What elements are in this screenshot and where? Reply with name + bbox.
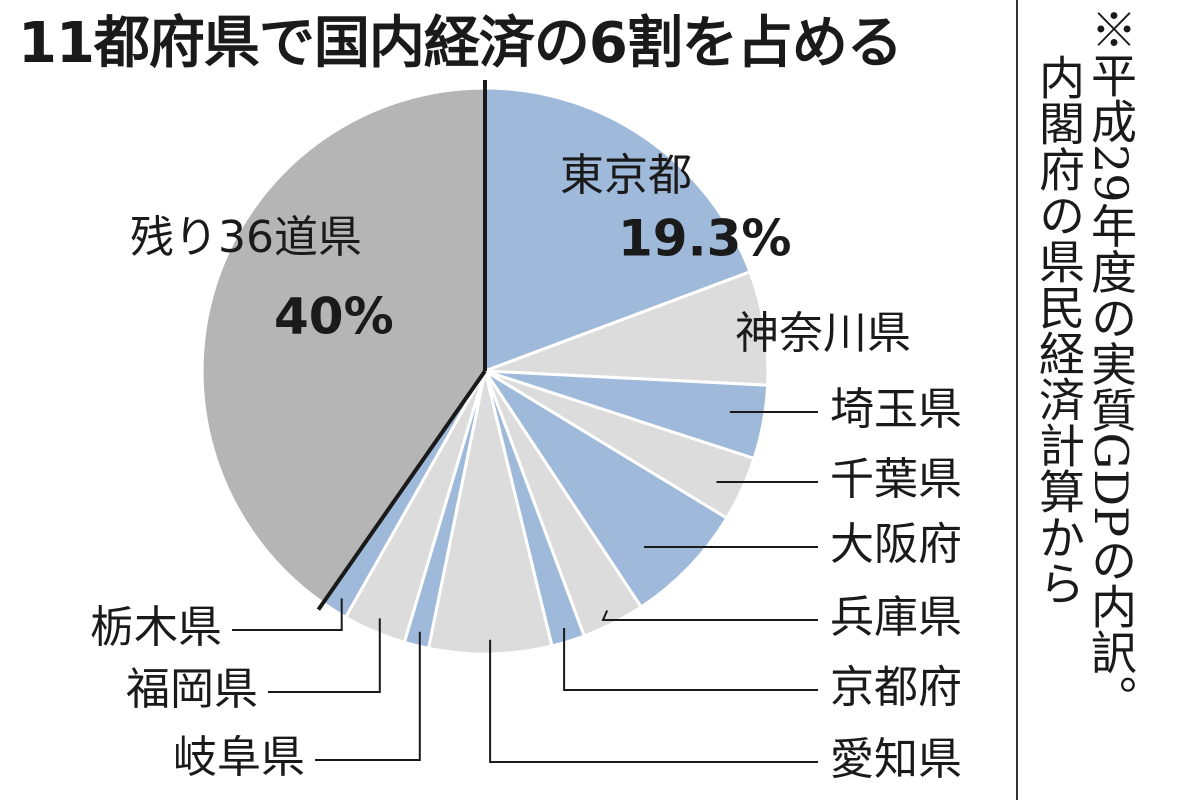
slice-label-0: 東京都	[560, 150, 692, 201]
leader-line-9	[268, 618, 381, 693]
leader-line-6	[563, 628, 818, 691]
slice-value-0: 19.3%	[618, 210, 791, 268]
leader-line-8	[315, 631, 421, 761]
slice-label-3: 千葉県	[830, 454, 962, 505]
slice-label-8: 岐阜県	[173, 732, 305, 783]
slice-label-11: 残り36道県	[130, 212, 362, 263]
slice-label-7: 愛知県	[830, 734, 962, 785]
source-note-line2: 内閣府の県民経済計算から	[1032, 54, 1086, 606]
divider-line	[1016, 0, 1018, 800]
boundary-line-rest	[316, 369, 487, 611]
leader-lines	[232, 80, 818, 763]
slice-label-2: 埼玉県	[830, 384, 962, 435]
slice-label-5: 兵庫県	[830, 592, 962, 643]
leader-line-10	[232, 598, 343, 631]
leader-line-7	[489, 639, 818, 763]
slice-label-4: 大阪府	[830, 519, 962, 570]
slice-value-11: 40%	[274, 288, 394, 346]
chart-title: 11都府県で国内経済の6割を占める	[18, 11, 903, 76]
slice-label-10: 栃木県	[90, 602, 222, 653]
slice-label-9: 福岡県	[126, 664, 258, 715]
slice-11	[200, 86, 487, 606]
slice-1	[484, 269, 770, 387]
slice-0	[483, 86, 752, 374]
slice-label-6: 京都府	[830, 662, 962, 713]
slice-label-1: 神奈川県	[735, 308, 911, 359]
source-note-line1: ※平成29年度の実質GDPの内訳。	[1084, 6, 1138, 722]
leader-line-5	[601, 610, 818, 621]
